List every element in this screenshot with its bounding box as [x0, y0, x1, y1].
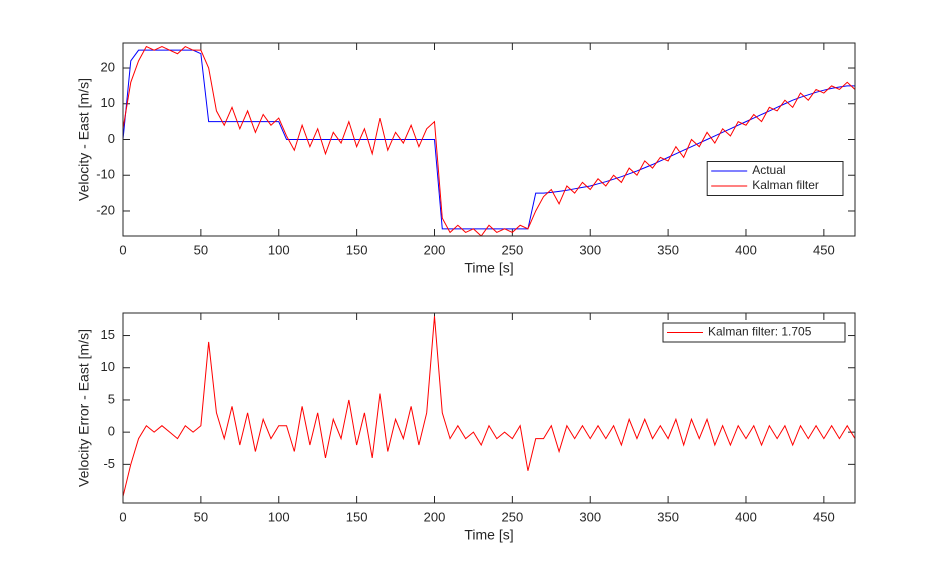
x-tick-label: 50 — [194, 242, 208, 257]
y-tick-label: -10 — [96, 167, 115, 182]
series-line — [123, 316, 855, 497]
y-tick-label: 20 — [101, 59, 115, 74]
x-tick-label: 100 — [268, 242, 290, 257]
x-tick-label: 0 — [119, 242, 126, 257]
plot-area — [123, 313, 855, 503]
x-tick-label: 200 — [424, 242, 446, 257]
x-tick-label: 450 — [813, 242, 835, 257]
legend-label: Kalman filter — [752, 178, 819, 192]
x-tick-label: 150 — [346, 509, 368, 524]
x-tick-label: 350 — [657, 242, 679, 257]
x-tick-label: 450 — [813, 509, 835, 524]
legend-label: Kalman filter: 1.705 — [708, 325, 812, 339]
y-tick-label: 0 — [108, 131, 115, 146]
y-tick-label: -20 — [96, 202, 115, 217]
y-tick-label: 15 — [101, 327, 115, 342]
series-line — [123, 45, 855, 236]
y-axis-label: Velocity - East [m/s] — [76, 78, 92, 201]
x-tick-label: 350 — [657, 509, 679, 524]
axes-box — [122, 312, 856, 504]
x-tick-label: 0 — [119, 509, 126, 524]
axes-box — [122, 42, 856, 237]
y-tick-label: -5 — [103, 456, 115, 471]
x-axis-label: Time [s] — [464, 260, 513, 276]
x-tick-label: 300 — [579, 509, 601, 524]
series-line — [123, 49, 855, 230]
lines — [123, 316, 855, 497]
y-tick-label: 5 — [108, 391, 115, 406]
x-axis-label: Time [s] — [464, 527, 513, 543]
x-tick-label: 250 — [502, 509, 524, 524]
plot-area — [123, 43, 855, 236]
legend-box — [706, 161, 844, 196]
x-tick-label: 250 — [502, 242, 524, 257]
lines — [123, 45, 855, 236]
x-tick-label: 200 — [424, 509, 446, 524]
y-axis-label: Velocity Error - East [m/s] — [76, 329, 92, 487]
legend: Kalman filter: 1.705 — [662, 322, 846, 343]
x-tick-label: 100 — [268, 509, 290, 524]
y-tick-label: 0 — [108, 424, 115, 439]
legend-box — [662, 322, 846, 343]
x-tick-label: 300 — [579, 242, 601, 257]
x-tick-label: 150 — [346, 242, 368, 257]
y-tick-label: 10 — [101, 359, 115, 374]
x-tick-label: 400 — [735, 509, 757, 524]
y-tick-label: 10 — [101, 95, 115, 110]
x-tick-label: 50 — [194, 509, 208, 524]
x-tick-label: 400 — [735, 242, 757, 257]
axes: 0 50 100 150 200 250 300 350 400 450 -20 -10 0 10 20 Ti… — [76, 42, 856, 276]
legend-label: Actual — [752, 163, 785, 177]
axes: 0 50 100 150 200 250 300 350 400 450 -5 0 5 10 15 Time … — [76, 312, 856, 543]
